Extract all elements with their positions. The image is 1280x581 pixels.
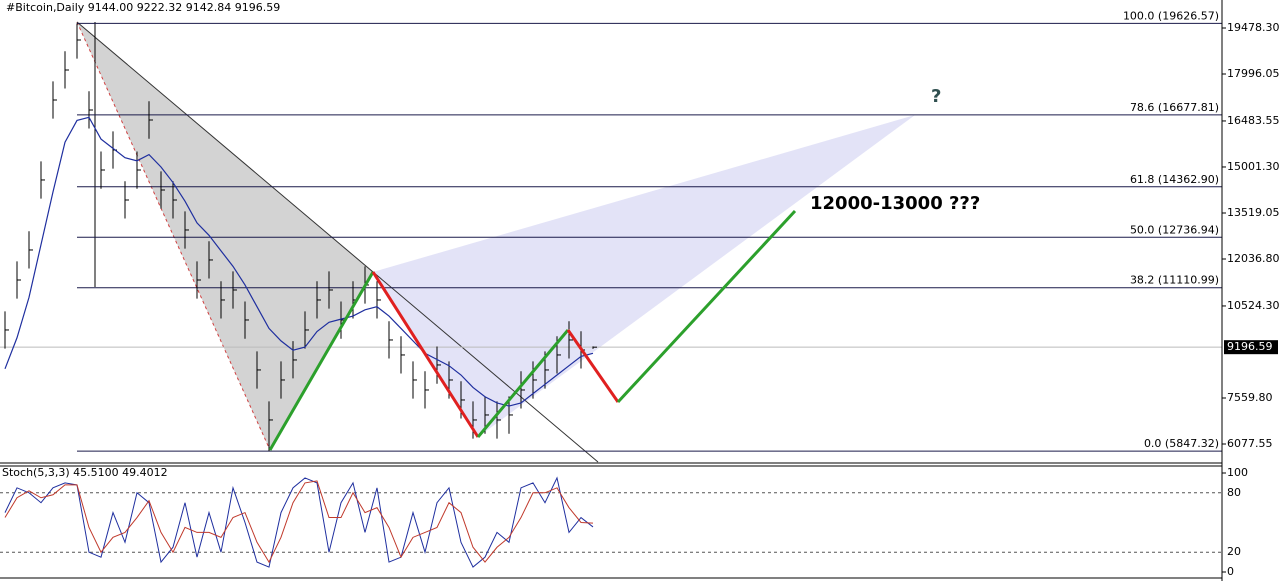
moving-average (4, 116, 594, 407)
dashed-line (76, 21, 271, 451)
y-tick-label: 12036.80 (1227, 252, 1280, 265)
zigzag-down (566, 329, 620, 403)
y-tick-label: 6077.55 (1227, 437, 1273, 450)
fib-label: 100.0 (19626.57) (1123, 9, 1219, 22)
gray-triangle (77, 22, 373, 450)
zigzag-down (371, 271, 480, 438)
y-tick-label: 13519.05 (1227, 206, 1280, 219)
fib-label: 50.0 (12736.94) (1130, 223, 1219, 236)
fib-label: 61.8 (14362.90) (1130, 173, 1219, 186)
header: #Bitcoin,Daily 9144.00 9222.32 9142.84 9… (6, 1, 280, 14)
stoch-tick-label: 20 (1227, 545, 1241, 558)
trend-line (76, 21, 599, 463)
y-tick-label: 15001.30 (1227, 160, 1280, 173)
annotation: ? (931, 86, 941, 107)
projection-triangle (373, 115, 915, 437)
y-tick-label: 19478.30 (1227, 21, 1280, 34)
fib-label: 0.0 (5847.32) (1144, 437, 1219, 450)
annotation: 12000-13000 ??? (810, 193, 980, 214)
zigzag-up (616, 209, 797, 404)
y-tick-label: 17996.05 (1227, 67, 1280, 80)
price-tag-label: 9196.59 (1227, 340, 1273, 353)
y-tick-label: 10524.30 (1227, 299, 1280, 312)
stoch-title: Stoch(5,3,3) 45.5100 49.4012 (2, 466, 168, 479)
y-tick-label: 7559.80 (1227, 391, 1273, 404)
price-tag (1224, 340, 1278, 355)
fib-label: 38.2 (11110.99) (1130, 274, 1219, 287)
fib-label: 78.6 (16677.81) (1130, 101, 1219, 114)
zigzag-up (476, 329, 570, 438)
stoch-line (4, 480, 594, 564)
stoch-tick-label: 80 (1227, 486, 1241, 499)
y-tick-label: 16483.55 (1227, 114, 1280, 127)
stoch-tick-label: 100 (1227, 466, 1248, 479)
stoch-tick-label: 0 (1227, 565, 1234, 578)
zigzag-up (268, 271, 375, 451)
